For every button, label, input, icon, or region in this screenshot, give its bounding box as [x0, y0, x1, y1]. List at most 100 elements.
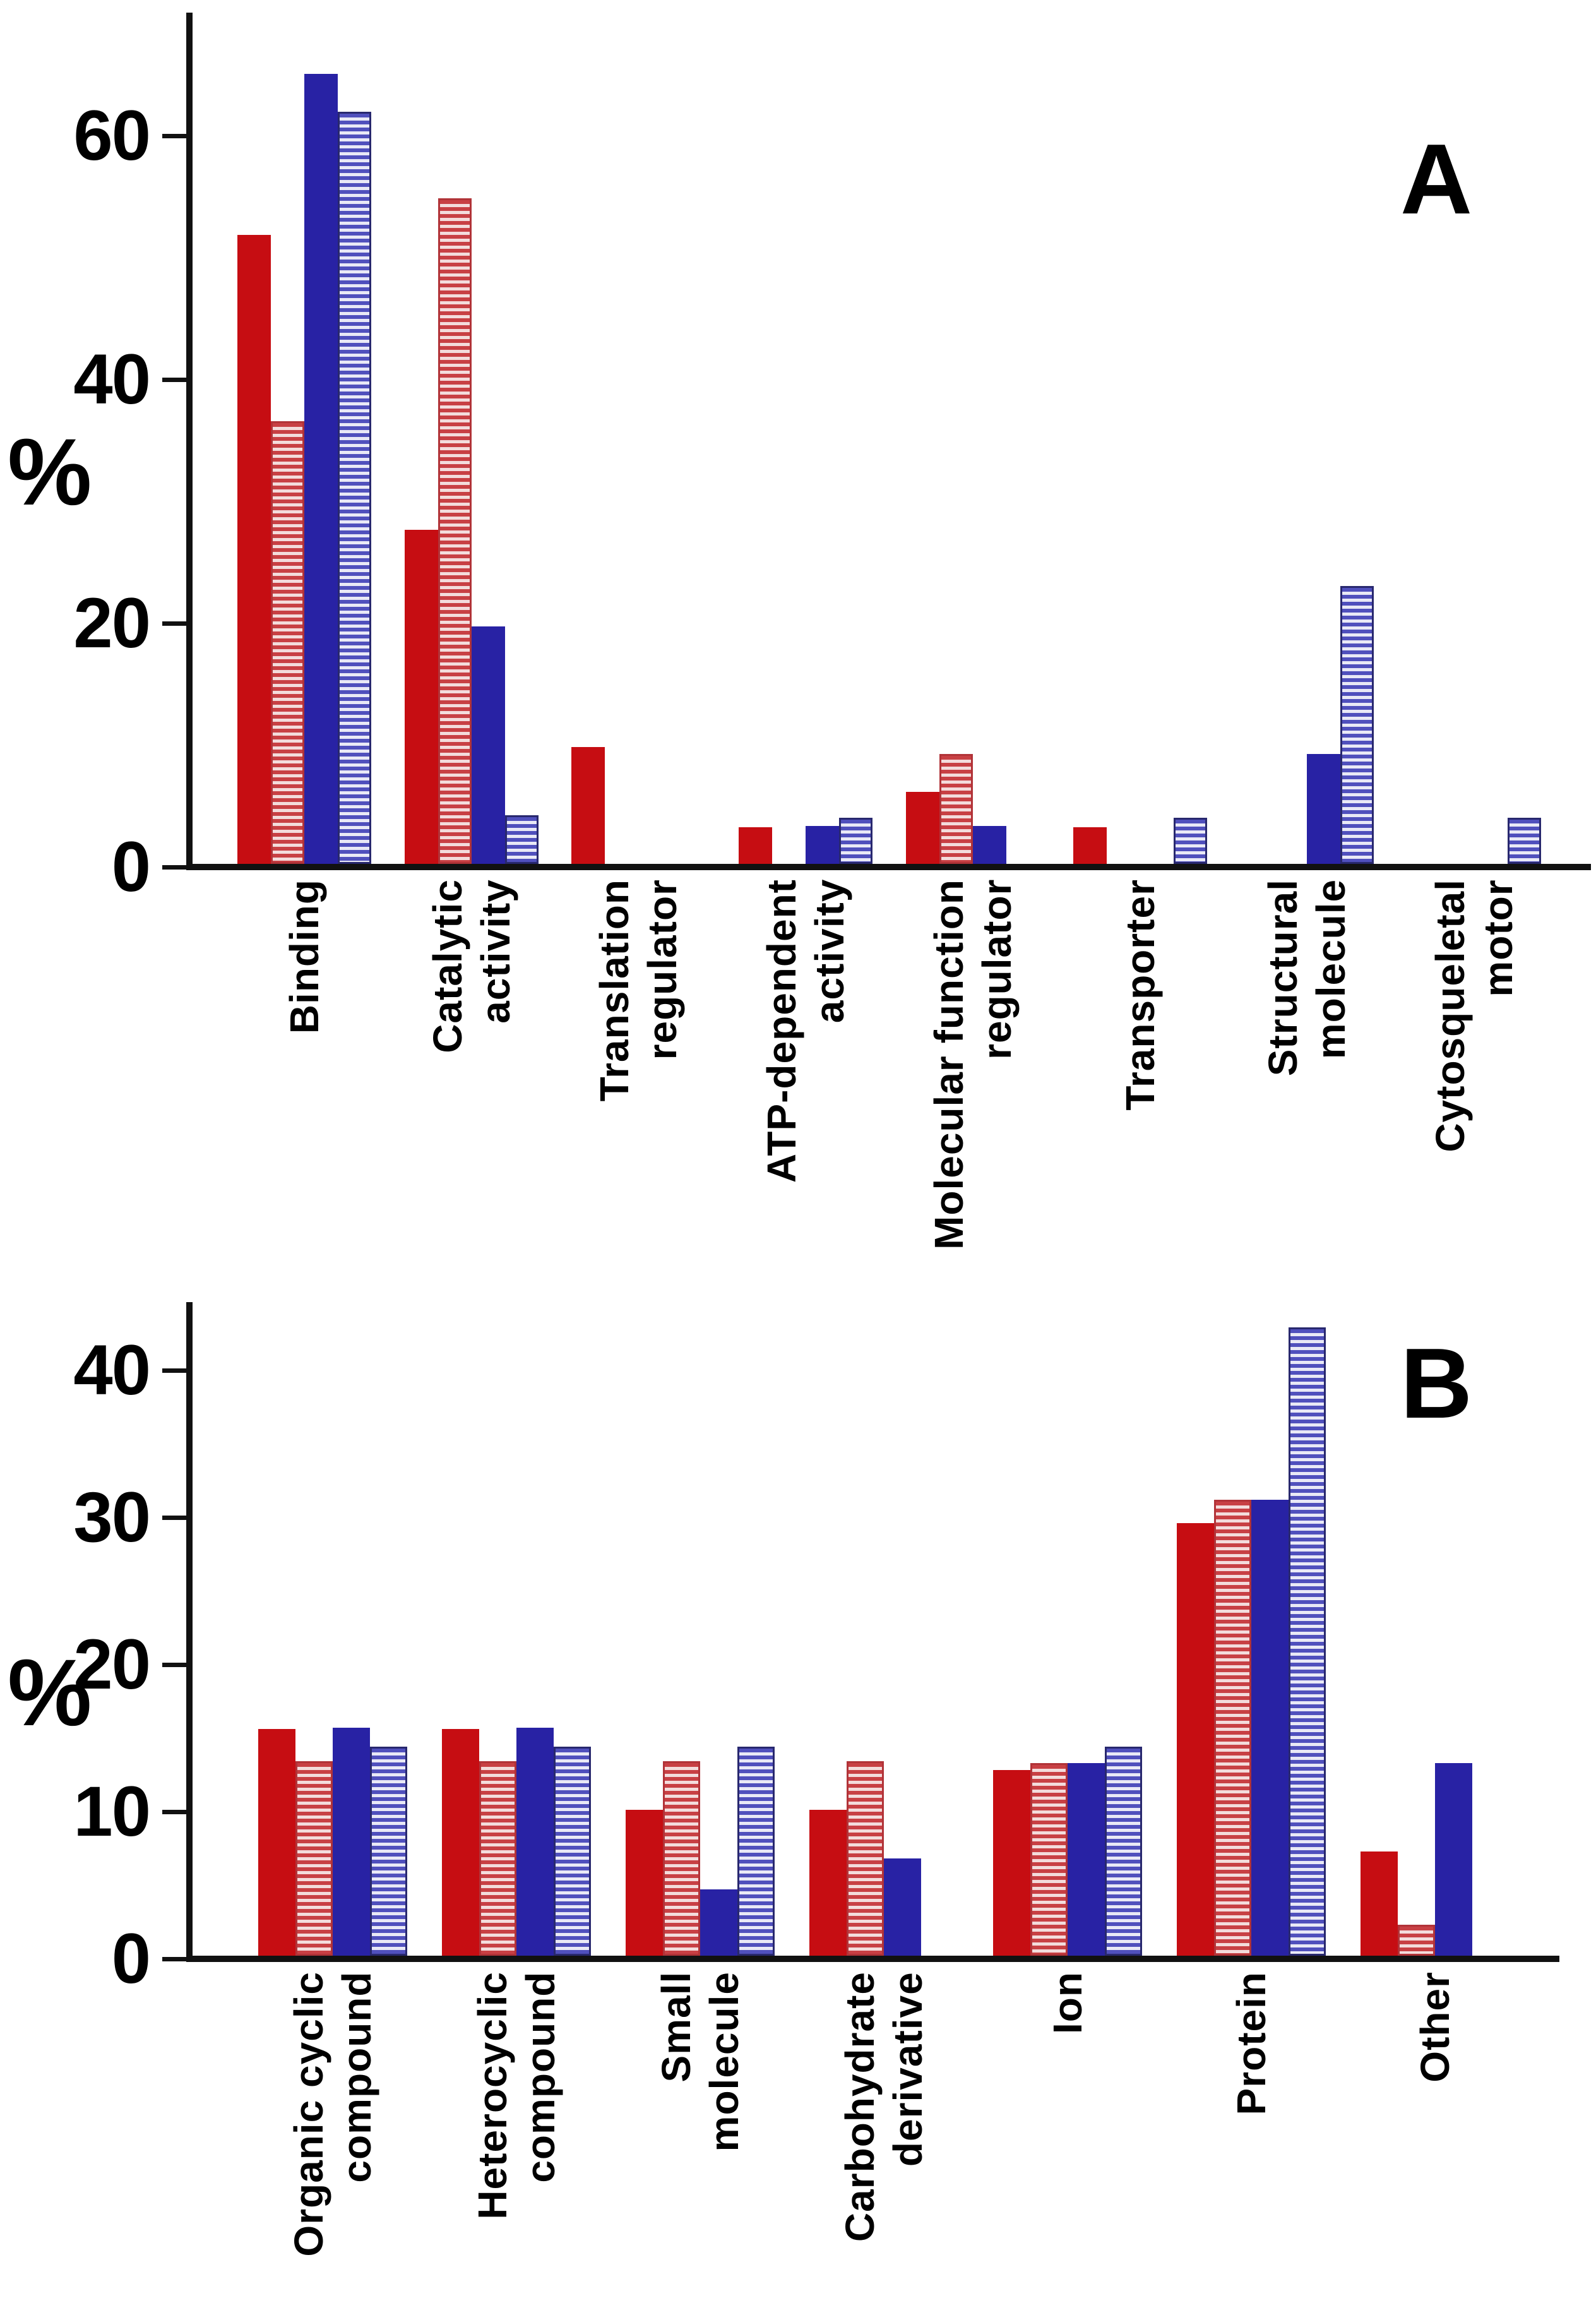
x-category-label: Heterocyclic compound [470, 1971, 563, 2220]
bar-solid-red [1073, 827, 1107, 864]
y-tick-label: 20 [73, 583, 151, 662]
bar-solid-blue [884, 1858, 921, 1956]
bar-solid-red [906, 792, 939, 864]
bar-solid-red [739, 827, 772, 864]
x-category-cell: Structural molecule [1240, 879, 1374, 1321]
x-category-label: Protein [1229, 1971, 1274, 2115]
bar-striped-red [271, 421, 304, 864]
y-tick-label: 60 [73, 96, 151, 175]
x-category-cell: Organic cyclic compound [258, 1971, 407, 2312]
bar-striped-red [1398, 1925, 1435, 1956]
x-category-label: Other [1412, 1971, 1458, 2083]
y-tick-label: 20 [73, 1625, 151, 1704]
panel-a-letter: A [1400, 124, 1473, 235]
bar-solid-red [809, 1810, 847, 1956]
y-axis-tick [162, 133, 186, 138]
bar-striped-blue [1289, 1327, 1326, 1956]
y-axis-tick [162, 1956, 186, 1961]
bar-solid-red [571, 747, 605, 864]
x-category-label: Binding [282, 879, 327, 1034]
bar-solid-blue [1251, 1500, 1289, 1956]
x-category-cell: Heterocyclic compound [442, 1971, 591, 2312]
x-category-cell: Transporter [1073, 879, 1207, 1321]
bar-striped-blue [370, 1747, 407, 1956]
x-category-cell: Translation regulator [571, 879, 705, 1321]
bar-striped-blue [554, 1747, 591, 1956]
x-category-cell: Small molecule [626, 1971, 775, 2312]
x-category-label: Small molecule [653, 1971, 747, 2152]
y-tick-label: 0 [111, 827, 151, 906]
x-category-label: Molecular function regulator [926, 879, 1020, 1250]
x-axis-line [186, 864, 1591, 870]
y-axis-tick [162, 377, 186, 382]
y-axis-tick [162, 1368, 186, 1373]
bar-solid-blue [472, 626, 505, 864]
bar-solid-red [626, 1810, 663, 1956]
y-axis-tick [162, 1515, 186, 1520]
bar-solid-red [237, 235, 271, 864]
x-category-label: Translation regulator [592, 879, 685, 1102]
bar-solid-blue [973, 826, 1006, 864]
x-category-label: Organic cyclic compound [286, 1971, 379, 2257]
y-axis-tick [162, 1809, 186, 1814]
bar-solid-blue [1307, 754, 1340, 864]
x-category-label: Catalytic activity [425, 879, 518, 1053]
bar-striped-blue [839, 818, 872, 864]
x-category-cell: Ion [993, 1971, 1142, 2312]
y-tick-label: 0 [111, 1919, 151, 1998]
bar-striped-blue [1508, 818, 1541, 864]
x-category-label: Structural molecule [1260, 879, 1354, 1077]
y-axis-tick [162, 621, 186, 626]
x-category-label: Cytosqueletal motor [1427, 879, 1521, 1152]
bar-striped-blue [505, 815, 539, 864]
bar-solid-blue [1068, 1763, 1105, 1956]
bar-striped-red [438, 198, 472, 864]
panel-a-y-axis-label: % [8, 419, 92, 525]
bar-striped-red [295, 1761, 333, 1956]
bar-striped-blue [737, 1747, 775, 1956]
bar-solid-red [405, 530, 438, 864]
bar-solid-blue [806, 826, 839, 864]
x-category-cell: Molecular function regulator [906, 879, 1040, 1321]
x-category-cell: Cytosqueletal motor [1407, 879, 1541, 1321]
bar-striped-blue [338, 112, 371, 864]
x-category-cell: Protein [1177, 1971, 1326, 2312]
bar-solid-blue [304, 74, 338, 864]
bar-solid-blue [333, 1728, 370, 1956]
x-category-cell: Catalytic activity [405, 879, 539, 1321]
bar-solid-red [993, 1770, 1030, 1956]
x-category-label: Carbohydrate derivative [837, 1971, 931, 2242]
y-axis-tick [162, 864, 186, 870]
bar-striped-red [1214, 1500, 1251, 1956]
panel-b-letter: B [1400, 1328, 1473, 1439]
bar-solid-blue [700, 1889, 737, 1956]
bar-striped-blue [1174, 818, 1207, 864]
bar-solid-blue [516, 1728, 554, 1956]
x-category-cell: Binding [237, 879, 371, 1321]
bar-striped-red [663, 1761, 700, 1956]
y-tick-label: 40 [73, 340, 151, 419]
bar-solid-red [1361, 1851, 1398, 1956]
bar-striped-red [1030, 1763, 1068, 1956]
y-axis-line [186, 1302, 193, 1962]
bar-striped-red [479, 1761, 516, 1956]
bar-striped-blue [1340, 586, 1374, 864]
panel-b-y-axis-label: % [8, 1639, 92, 1745]
x-category-cell: Carbohydrate derivative [809, 1971, 958, 2312]
x-axis-line [186, 1956, 1559, 1962]
bar-striped-red [939, 754, 973, 864]
y-tick-label: 30 [73, 1478, 151, 1557]
y-axis-line [186, 13, 193, 870]
bar-solid-red [1177, 1523, 1214, 1956]
bar-solid-red [442, 1729, 479, 1956]
bar-striped-blue [1105, 1747, 1142, 1956]
x-category-label: ATP-dependent activity [759, 879, 852, 1183]
y-tick-label: 10 [73, 1772, 151, 1851]
bar-striped-red [847, 1761, 884, 1956]
bar-solid-red [258, 1729, 295, 1956]
x-category-label: Transporter [1117, 879, 1163, 1111]
y-axis-tick [162, 1662, 186, 1667]
x-category-cell: Other [1361, 1971, 1510, 2312]
y-tick-label: 40 [73, 1331, 151, 1409]
